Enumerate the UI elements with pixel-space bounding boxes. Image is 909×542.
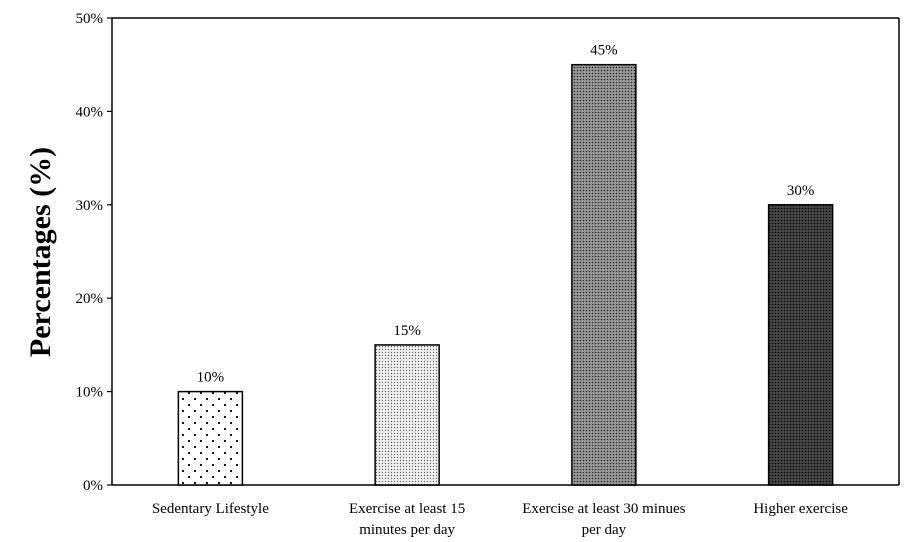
y-tick-label: 40% bbox=[76, 104, 104, 120]
data-label: 15% bbox=[393, 323, 421, 339]
y-tick-label: 10% bbox=[76, 385, 104, 401]
bar bbox=[767, 204, 834, 486]
y-tick-label: 20% bbox=[76, 291, 104, 307]
category-label: minutes per day bbox=[359, 522, 455, 537]
data-label: 10% bbox=[197, 370, 225, 386]
category-label: per day bbox=[582, 522, 627, 537]
y-tick-label: 0% bbox=[83, 478, 103, 494]
y-tick-label: 50% bbox=[76, 11, 104, 27]
y-axis-ticks: 0% 10% 20% 30% 40% 50% bbox=[76, 11, 112, 494]
category-labels: Sedentary Lifestyle Exercise at least 15 m… bbox=[152, 501, 848, 538]
bars bbox=[177, 63, 834, 486]
category-label: Exercise at least 30 minues bbox=[522, 501, 685, 517]
category-label: Higher exercise bbox=[753, 501, 848, 517]
category-label: Exercise at least 15 bbox=[349, 501, 465, 517]
y-tick-label: 30% bbox=[76, 198, 104, 214]
data-label: 30% bbox=[787, 183, 815, 199]
category-label: Sedentary Lifestyle bbox=[152, 501, 269, 517]
data-labels: 10% 15% 45% 30% bbox=[197, 43, 815, 386]
bar bbox=[571, 63, 637, 486]
data-label: 45% bbox=[590, 43, 618, 59]
y-axis-title: Percentages (%) bbox=[24, 147, 57, 357]
bar bbox=[177, 390, 244, 486]
axes bbox=[111, 17, 900, 486]
bar bbox=[374, 344, 440, 486]
